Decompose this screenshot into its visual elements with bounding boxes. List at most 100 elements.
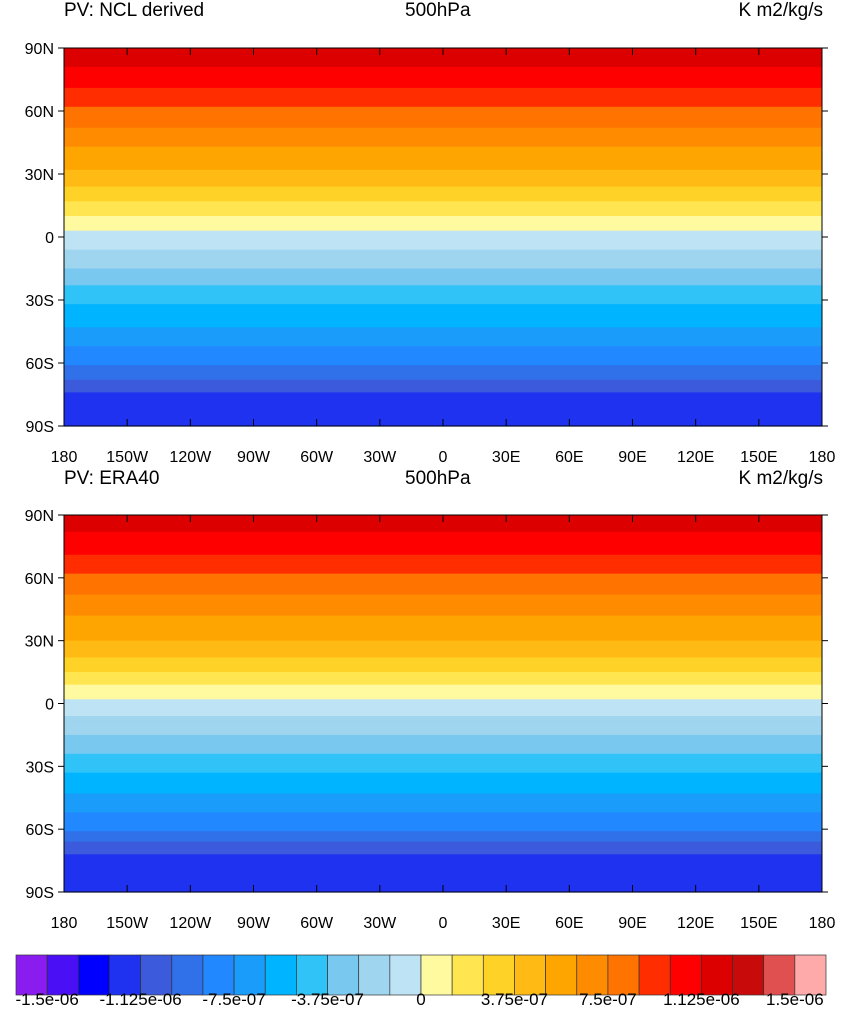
pv-band — [64, 642, 822, 646]
pv-band — [64, 207, 822, 211]
pv-band — [64, 827, 822, 830]
pv-band — [64, 732, 822, 736]
pv-band — [64, 331, 822, 335]
pv-band — [64, 864, 822, 868]
pv-band — [64, 770, 822, 774]
pv-band — [64, 201, 822, 204]
pv-band — [64, 329, 822, 333]
pv-band — [64, 760, 822, 763]
pv-band — [64, 98, 822, 102]
pv-band — [64, 106, 822, 110]
pv-band — [64, 113, 822, 116]
pv-band — [64, 776, 822, 780]
pv-band — [64, 90, 822, 93]
colorbar-box — [794, 954, 827, 996]
panel1-center-title: 500hPa — [405, 0, 471, 21]
colorbar-box — [327, 954, 360, 996]
pv-band — [64, 203, 822, 207]
pv-band — [64, 293, 822, 297]
pv-band — [64, 234, 822, 238]
pv-band — [64, 716, 822, 719]
pv-band — [64, 854, 822, 857]
pv-band — [64, 636, 822, 640]
pv-band — [64, 83, 822, 87]
pv-band — [64, 136, 822, 139]
pv-band — [64, 222, 822, 225]
pv-band — [64, 239, 822, 242]
lon-label: 180 — [809, 915, 836, 932]
pv-band — [64, 862, 822, 866]
pv-band — [64, 548, 822, 552]
pv-band — [64, 266, 822, 270]
pv-band — [64, 115, 822, 118]
colorbar-box — [514, 954, 546, 996]
pv-band — [64, 197, 822, 200]
pv-band — [64, 373, 822, 377]
pv-band — [64, 799, 822, 803]
pv-band — [64, 56, 822, 60]
lon-label: 60W — [300, 915, 334, 932]
lat-label: 90N — [25, 41, 54, 58]
pv-band — [64, 699, 822, 703]
pv-band — [64, 749, 822, 753]
colorbar-box — [77, 954, 110, 996]
pv-band — [64, 678, 822, 682]
pv-band — [64, 392, 822, 396]
pv-band — [64, 607, 822, 610]
pv-band — [64, 379, 822, 383]
pv-band — [64, 289, 822, 293]
pv-band — [64, 577, 822, 581]
colorbar-box — [763, 954, 796, 996]
pv-band — [64, 565, 822, 568]
colorbar — [15, 954, 827, 996]
pv-band — [64, 527, 822, 531]
pv-band — [64, 339, 822, 343]
pv-band — [64, 646, 822, 650]
pv-band — [64, 232, 822, 236]
pv-band — [64, 544, 822, 548]
pv-band — [64, 247, 822, 251]
pv-band — [64, 314, 822, 318]
pv-band — [64, 251, 822, 255]
pv-band — [64, 753, 822, 757]
pv-band — [64, 213, 822, 217]
lon-label: 60E — [555, 915, 583, 932]
pv-band — [64, 640, 822, 644]
colorbar-label: -3.75e-07 — [291, 990, 364, 1009]
pv-band — [64, 751, 822, 755]
colorbar-box — [296, 954, 328, 996]
pv-band — [64, 346, 822, 349]
pv-band — [64, 546, 822, 550]
pv-band — [64, 157, 822, 160]
pv-band — [64, 783, 822, 786]
pv-band — [64, 623, 822, 627]
pv-band — [64, 801, 822, 805]
pv-band — [64, 92, 822, 95]
pv-band — [64, 822, 822, 826]
pv-band — [64, 535, 822, 539]
pv-band — [64, 766, 822, 770]
pv-band — [64, 283, 822, 286]
pv-band — [64, 60, 822, 64]
pv-band — [64, 523, 822, 527]
lon-label: 120E — [677, 449, 714, 466]
pv-band — [64, 409, 822, 412]
pv-band — [64, 789, 822, 793]
pv-band — [64, 348, 822, 351]
pv-band — [64, 144, 822, 148]
pv-band — [64, 680, 822, 684]
pv-band — [64, 182, 822, 186]
pv-band — [64, 396, 822, 400]
pv-band — [64, 176, 822, 179]
pv-band — [64, 337, 822, 341]
pv-band — [64, 567, 822, 571]
pv-band — [64, 837, 822, 841]
pv-band — [64, 132, 822, 135]
pv-band — [64, 871, 822, 874]
lon-label: 180 — [809, 449, 836, 466]
lon-label: 180 — [51, 449, 78, 466]
pv-band — [64, 129, 822, 133]
pv-band — [64, 791, 822, 795]
pv-band — [64, 405, 822, 408]
pv-band — [64, 327, 822, 330]
